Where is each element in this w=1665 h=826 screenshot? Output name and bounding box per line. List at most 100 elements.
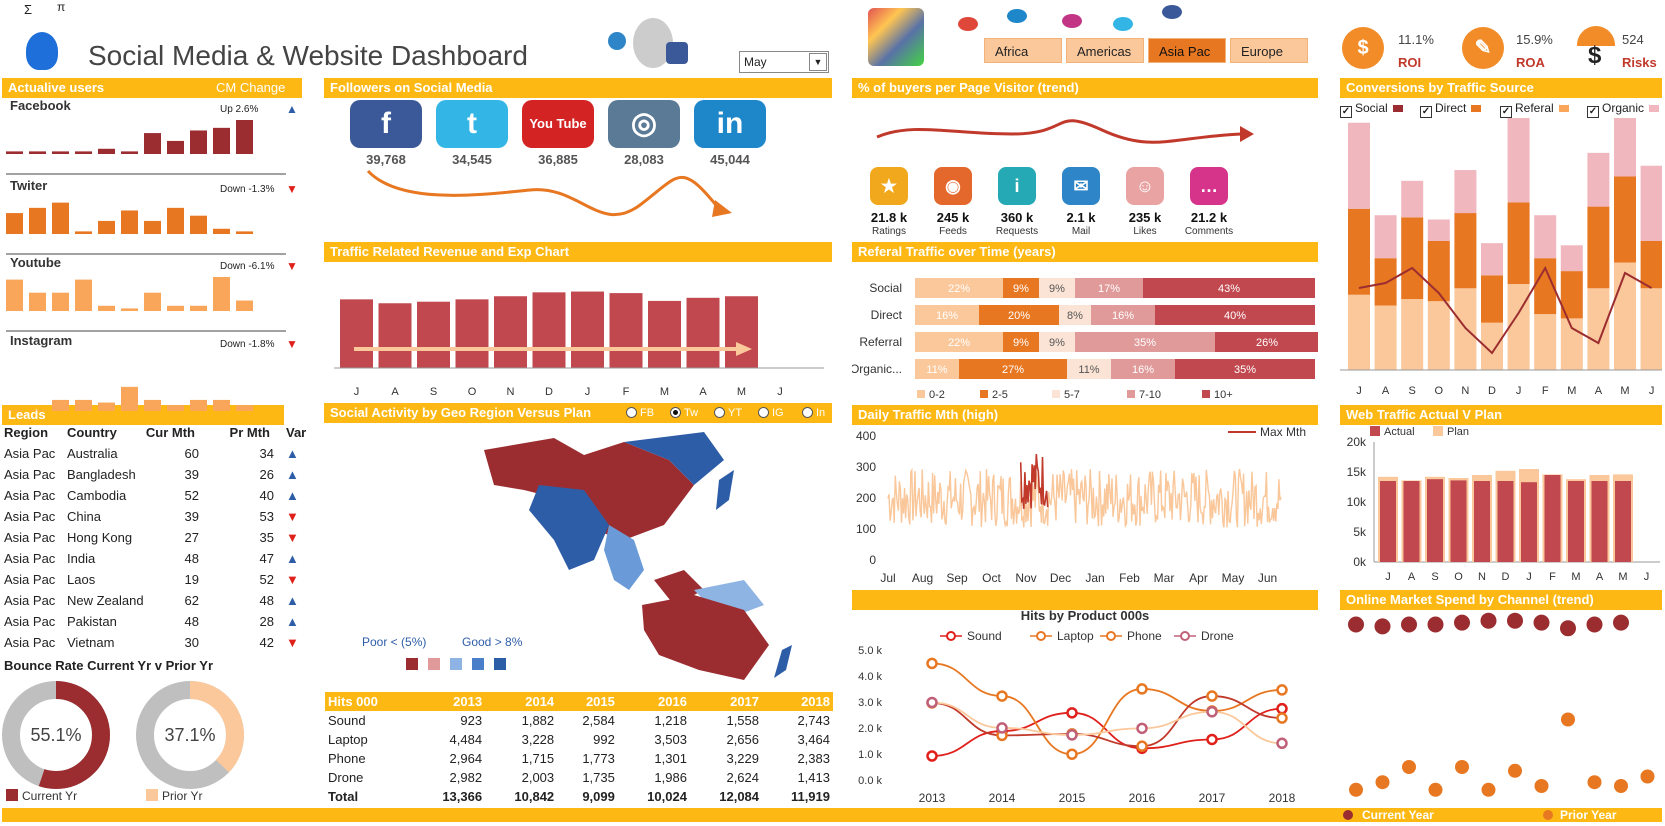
checkbox-check-icon[interactable]: ✓ bbox=[1340, 106, 1352, 118]
tab-africa[interactable]: Africa bbox=[984, 38, 1062, 63]
site-name: Twiter bbox=[10, 178, 48, 193]
data-point bbox=[1206, 706, 1218, 718]
table-cell: 13,366 bbox=[442, 789, 483, 804]
x-tick-label: O bbox=[1435, 385, 1444, 397]
twitter-icon: t bbox=[436, 100, 508, 148]
site-name: Facebook bbox=[10, 98, 71, 113]
activity-value: 21.2 k bbox=[1190, 210, 1228, 225]
column-header: 2015 bbox=[557, 692, 618, 711]
x-tick-label: 2015 bbox=[1059, 791, 1086, 805]
radio-tw[interactable]: Tw bbox=[670, 407, 698, 419]
legend-label: Organic bbox=[1602, 101, 1645, 115]
leads-column-header: Country bbox=[67, 425, 117, 440]
radio-button-icon[interactable] bbox=[670, 407, 681, 418]
y-tick-label: 400 bbox=[856, 429, 876, 443]
data-point bbox=[1066, 707, 1078, 719]
radio-in[interactable]: In bbox=[802, 407, 825, 419]
googleplus-icon bbox=[958, 17, 978, 31]
actualive-header-text: Actualive users bbox=[8, 80, 105, 95]
radio-fb[interactable]: FB bbox=[626, 407, 654, 419]
data-point bbox=[1136, 740, 1148, 752]
spark-bar bbox=[52, 399, 69, 411]
data-point bbox=[926, 696, 938, 709]
actual-bar bbox=[1427, 479, 1443, 562]
y-tick-label: 20k bbox=[1347, 435, 1367, 449]
map-region-new-zealand bbox=[774, 645, 792, 678]
data-point bbox=[1206, 733, 1218, 746]
conversion-bar-segment bbox=[1640, 241, 1662, 289]
map-region-sea bbox=[604, 525, 644, 590]
y-tick-label: 4.0 k bbox=[858, 671, 882, 683]
site-sparkbar bbox=[6, 277, 286, 332]
checkbox-check-icon[interactable]: ✓ bbox=[1587, 106, 1599, 118]
instagram-small-icon bbox=[1062, 14, 1082, 28]
legend-checkbox-referal[interactable]: ✓ Referal bbox=[1500, 101, 1569, 118]
tab-asia-pac[interactable]: Asia Pac bbox=[1148, 38, 1226, 63]
prior-year-point bbox=[1349, 782, 1363, 797]
cell-country: Vietnam bbox=[67, 635, 115, 650]
spark-bar bbox=[29, 207, 46, 234]
cell-pr: 28 bbox=[259, 614, 274, 629]
triangle-down-icon: ▼ bbox=[286, 259, 298, 273]
x-tick-label: J bbox=[585, 386, 591, 398]
checkbox-check-icon[interactable]: ✓ bbox=[1420, 106, 1432, 118]
referal-bar-segment bbox=[1039, 332, 1075, 352]
y-tick-label: 1.0 k bbox=[858, 749, 882, 761]
activity-label: Mail bbox=[1071, 226, 1091, 237]
current-year-point bbox=[1613, 614, 1629, 631]
radio-button-icon[interactable] bbox=[714, 407, 725, 418]
legend-label: 5-7 bbox=[1064, 389, 1080, 400]
radio-button-icon[interactable] bbox=[802, 407, 813, 418]
site-change: Up 2.6% bbox=[220, 104, 259, 115]
x-tick-label: Sep bbox=[946, 571, 968, 585]
actual-bar bbox=[1568, 481, 1584, 562]
radio-button-icon[interactable] bbox=[626, 407, 637, 418]
triangle-up-icon: ▲ bbox=[286, 102, 298, 116]
referal-bar-segment bbox=[1175, 359, 1315, 379]
cell-pr: 47 bbox=[259, 551, 274, 566]
spark-bar bbox=[29, 292, 46, 311]
prior-year-point bbox=[1534, 779, 1549, 793]
month-select[interactable]: May ▼ bbox=[739, 51, 829, 73]
legend-checkbox-direct[interactable]: ✓ Direct bbox=[1420, 101, 1482, 118]
spark-bar bbox=[236, 405, 253, 411]
conversion-bar-segment bbox=[1348, 208, 1370, 295]
checkbox-check-icon[interactable]: ✓ bbox=[1500, 106, 1512, 118]
spark-bar bbox=[236, 300, 253, 311]
legend-checkbox-organic[interactable]: ✓ Organic bbox=[1587, 101, 1660, 118]
x-tick-label: A bbox=[391, 386, 399, 398]
legend-label: Prior Year bbox=[1560, 808, 1617, 822]
current-year-point bbox=[1507, 612, 1523, 629]
legend-swatch bbox=[1127, 390, 1135, 398]
x-tick-label: May bbox=[1222, 571, 1245, 585]
bounce-donuts: 55.1% 37.1% Current Yr Prior Yr bbox=[2, 681, 244, 803]
cell-country: New Zealand bbox=[67, 593, 144, 608]
map-region-indonesia bbox=[694, 580, 764, 620]
pi-icon: π bbox=[57, 0, 66, 14]
legend-label: Referal bbox=[1515, 101, 1554, 115]
map-scale-1 bbox=[406, 658, 418, 670]
chevron-down-icon[interactable]: ▼ bbox=[809, 53, 827, 71]
actual-bar bbox=[1380, 481, 1396, 562]
spark-bar bbox=[190, 130, 207, 154]
referal-bar-segment bbox=[1215, 332, 1318, 352]
revenue-bar bbox=[455, 299, 489, 368]
revenue-bar bbox=[571, 291, 604, 368]
tab-europe[interactable]: Europe bbox=[1230, 38, 1308, 63]
y-tick-label: 5k bbox=[1353, 525, 1367, 539]
bounce-prior-arc bbox=[136, 681, 244, 789]
radio-ig[interactable]: IG bbox=[758, 407, 784, 419]
radio-yt[interactable]: YT bbox=[714, 407, 742, 419]
triangle-down-icon: ▼ bbox=[286, 337, 298, 351]
legend-checkbox-social[interactable]: ✓ Social bbox=[1340, 101, 1403, 118]
radio-button-icon[interactable] bbox=[758, 407, 769, 418]
referal-bar-segment bbox=[979, 305, 1059, 325]
data-point bbox=[1136, 683, 1148, 695]
table-cell: 1,301 bbox=[654, 751, 687, 766]
revenue-bar bbox=[378, 303, 412, 368]
table-row: Laptop 4,484 3,228 992 3,503 2,656 3,464 bbox=[325, 730, 833, 749]
site-name: Instagram bbox=[10, 333, 73, 348]
tab-americas[interactable]: Americas bbox=[1066, 38, 1144, 63]
cell-country: Australia bbox=[67, 446, 118, 461]
spark-bar bbox=[75, 151, 92, 154]
